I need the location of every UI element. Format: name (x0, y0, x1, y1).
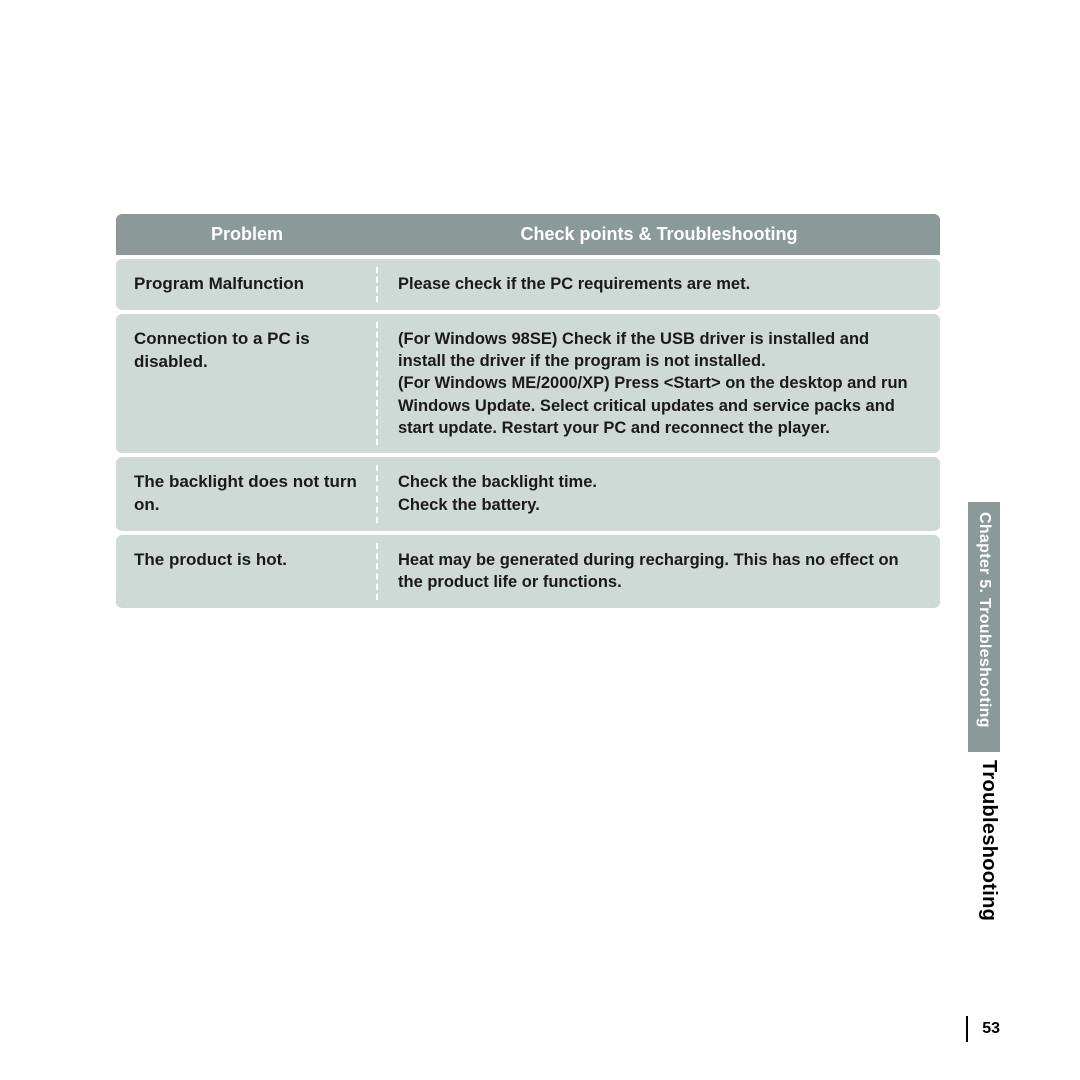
check-cell: (For Windows 98SE) Check if the USB driv… (378, 314, 940, 453)
table-header-row: Problem Check points & Troubleshooting (116, 214, 940, 255)
problem-cell: The backlight does not turn on. (116, 457, 378, 531)
table-row: Connection to a PC is disabled. (For Win… (116, 314, 940, 453)
page-number: 53 (982, 1020, 1000, 1038)
check-cell: Heat may be generated during recharging.… (378, 535, 940, 608)
page-number-rule (966, 1016, 968, 1042)
check-cell: Please check if the PC requirements are … (378, 259, 940, 310)
table-body: Program Malfunction Please check if the … (116, 259, 940, 608)
table-row: Program Malfunction Please check if the … (116, 259, 940, 310)
troubleshooting-table: Problem Check points & Troubleshooting P… (116, 214, 940, 608)
check-cell: Check the backlight time.Check the batte… (378, 457, 940, 531)
problem-cell: The product is hot. (116, 535, 378, 608)
problem-cell: Connection to a PC is disabled. (116, 314, 378, 453)
problem-cell: Program Malfunction (116, 259, 378, 310)
table-row: The backlight does not turn on. Check th… (116, 457, 940, 531)
table-row: The product is hot. Heat may be generate… (116, 535, 940, 608)
col-header-problem: Problem (116, 214, 378, 255)
section-label: Troubleshooting (968, 760, 1000, 921)
manual-page: Problem Check points & Troubleshooting P… (0, 0, 1080, 1080)
col-header-check: Check points & Troubleshooting (378, 214, 940, 255)
chapter-tab: Chapter 5. Troubleshooting (968, 502, 1000, 752)
